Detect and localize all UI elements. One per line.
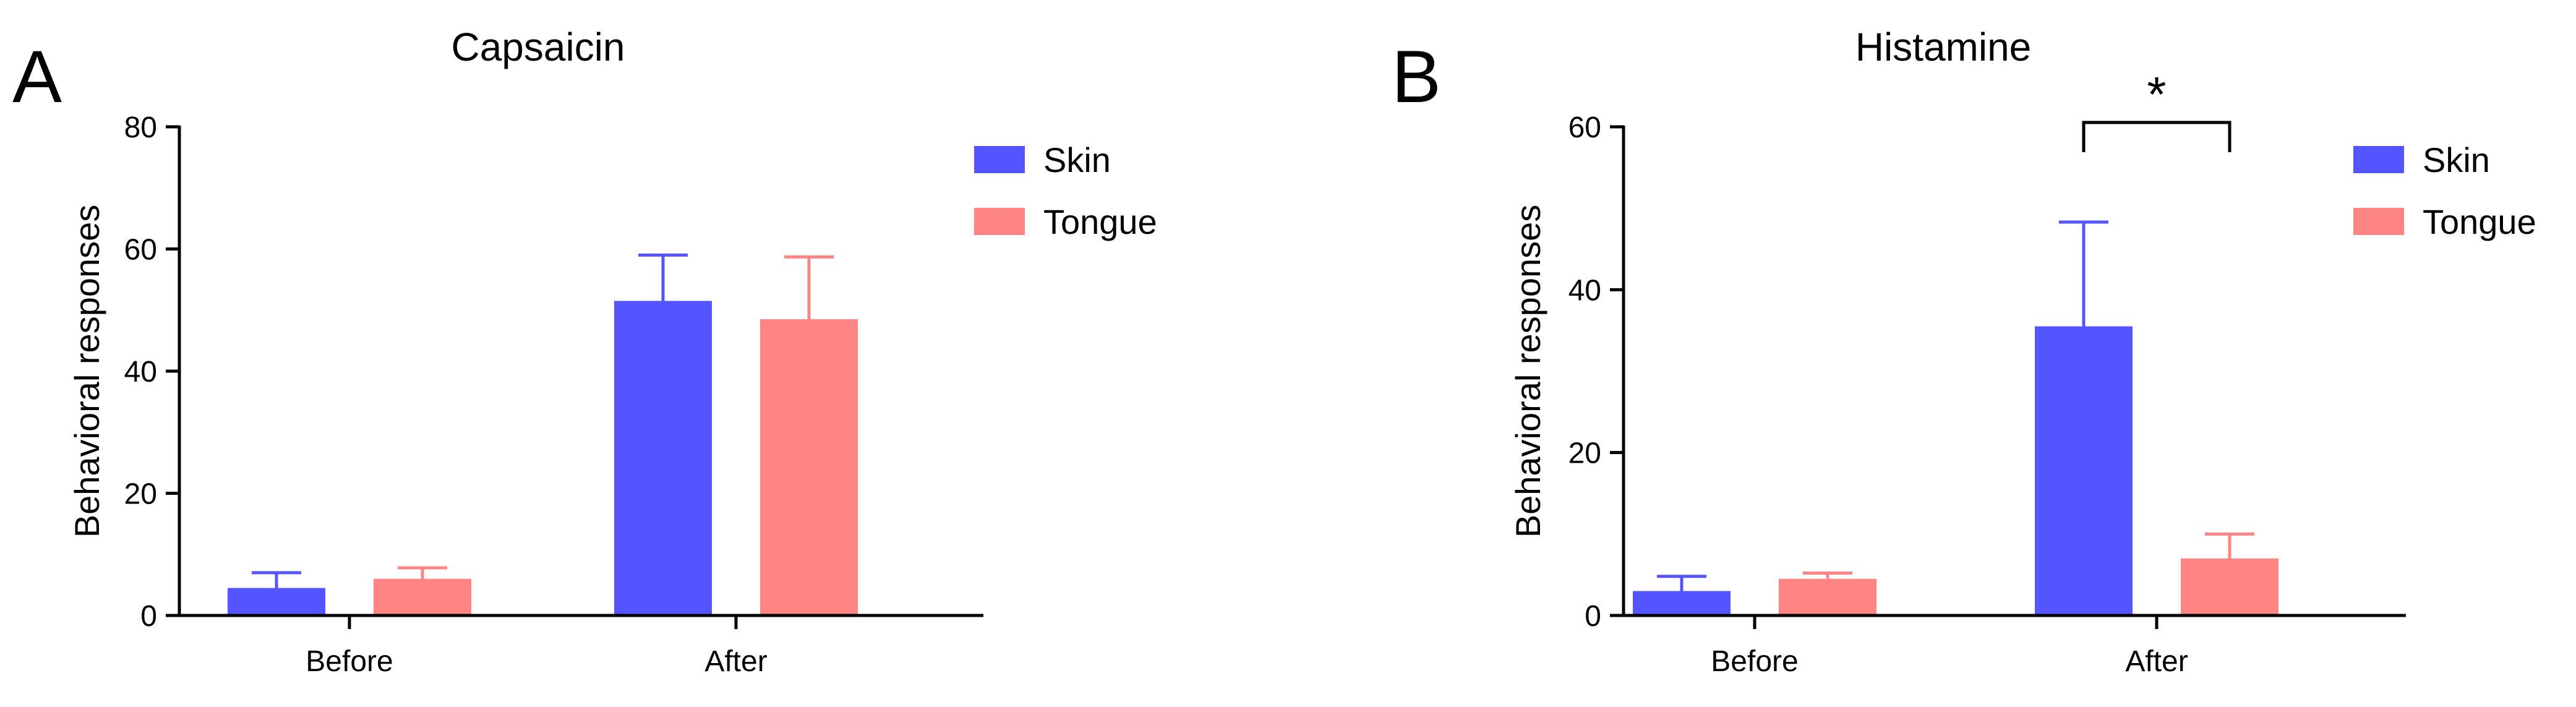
significance-bracket — [2082, 121, 2232, 152]
y-axis-title: Behavioral responses — [1508, 205, 1547, 538]
panel-letter: B — [1392, 35, 1441, 118]
legend-swatch-skin — [2353, 146, 2404, 173]
y-tick-label: 0 — [140, 600, 157, 633]
bar-tongue-after — [760, 319, 858, 615]
bar-tongue-before — [374, 578, 471, 615]
bar-skin-after — [2035, 326, 2133, 615]
legend-swatch-tongue — [2353, 208, 2404, 235]
y-tick-label: 20 — [124, 478, 157, 511]
y-tick-label: 60 — [1568, 111, 1601, 144]
legend-label-tongue: Tongue — [2423, 202, 2536, 241]
bar-tongue-before — [1779, 578, 1876, 615]
legend-swatch-tongue — [974, 208, 1025, 235]
x-tick-label: Before — [1711, 645, 1798, 678]
chart-title: Capsaicin — [451, 25, 625, 69]
bar-skin-before — [1633, 591, 1731, 615]
legend-label-skin: Skin — [2423, 140, 2490, 179]
legend-swatch-skin — [974, 146, 1025, 173]
chart-panel-a: A Capsaicin 0 20 40 60 80 Before After Behavioral… — [12, 25, 1157, 678]
bar-tongue-after — [2181, 558, 2279, 615]
bar-skin-after — [614, 301, 712, 615]
x-tick-label: Before — [306, 645, 393, 678]
significance-label: * — [2147, 67, 2166, 122]
legend-label-tongue: Tongue — [1043, 202, 1157, 241]
chart-panel-b: B Histamine 0 20 40 60 Before After Behavioral r… — [1392, 25, 2536, 678]
bar-skin-before — [228, 588, 325, 615]
panel-letter: A — [12, 35, 62, 118]
y-tick-label: 0 — [1585, 600, 1601, 633]
y-tick-label: 60 — [124, 234, 157, 267]
chart-title: Histamine — [1855, 25, 2032, 69]
y-tick-label: 40 — [1568, 274, 1601, 307]
legend-label-skin: Skin — [1043, 140, 1111, 179]
y-axis-title: Behavioral responses — [67, 205, 106, 538]
x-tick-label: After — [704, 645, 767, 678]
y-tick-label: 40 — [124, 356, 157, 388]
y-tick-label: 80 — [124, 111, 157, 144]
x-tick-label: After — [2125, 645, 2188, 678]
y-tick-label: 20 — [1568, 437, 1601, 470]
